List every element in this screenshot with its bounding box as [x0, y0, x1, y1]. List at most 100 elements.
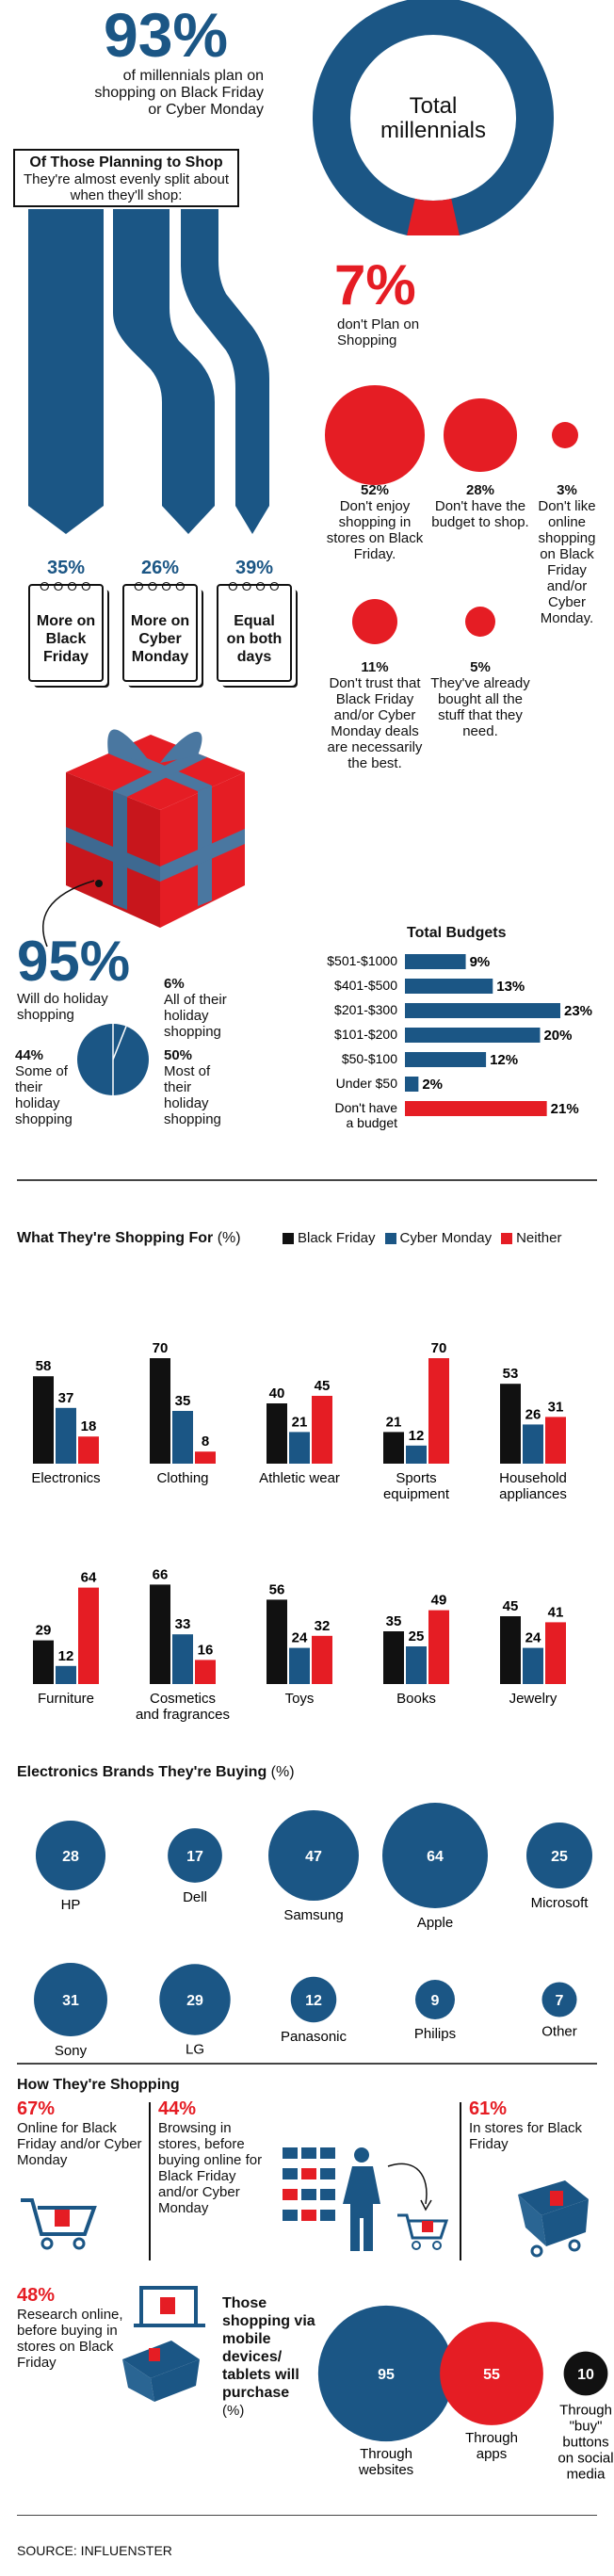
- mobile-category-label: Through websites: [358, 2446, 413, 2478]
- how-title: How They're Shopping: [17, 2077, 180, 2093]
- shopping-value-label: 29: [36, 1623, 52, 1639]
- mobile-value-label: 95: [378, 2367, 395, 2383]
- budget-bar: [405, 1077, 419, 1092]
- mobile-category-label: Through "buy" buttons on social media: [557, 2402, 613, 2482]
- shopping-category-label: Athletic wear: [259, 1470, 340, 1486]
- pie-label-some-text: Some of their holiday shopping: [15, 1063, 73, 1127]
- mobile-unit: (%): [222, 2403, 245, 2419]
- legend-black-friday: Black Friday: [283, 1230, 376, 1246]
- timing-subheading: They're almost evenly split about when t…: [24, 171, 229, 203]
- reason-label: Don't like online shopping on Black Frid…: [538, 498, 596, 626]
- brand-bubble: [290, 1976, 337, 2023]
- legend-swatch: [384, 1232, 396, 1244]
- reason-label: Don't enjoy shopping in stores on Black …: [326, 498, 424, 562]
- budget-bar: [405, 954, 466, 969]
- calendar-label: More on Cyber Monday: [130, 613, 190, 665]
- brand-name-label: Philips: [414, 2026, 456, 2042]
- brand-value-label: 7: [556, 1993, 564, 2009]
- shopping-bar: [33, 1640, 54, 1684]
- pie-label-some-pct: 44%: [15, 1047, 44, 1063]
- brand-bubble: [268, 1810, 359, 1901]
- shopping-value-label: 18: [81, 1418, 97, 1434]
- shopping-bar: [172, 1411, 193, 1464]
- budget-bar: [405, 1052, 487, 1067]
- calendar-rings-icon: ⵔⵔⵔⵔ: [134, 580, 189, 593]
- legend-label: Neither: [516, 1230, 562, 1246]
- budget-category-label: Under $50: [336, 1076, 398, 1091]
- how-online-pct: 67%: [17, 2098, 56, 2119]
- shopping-value-label: 26: [525, 1406, 541, 1422]
- shopping-legend: Black Friday Cyber Monday Neither: [283, 1230, 561, 1246]
- shopping-bar: [267, 1599, 287, 1684]
- reason-bubble: [325, 385, 425, 485]
- divider-vertical: [149, 2102, 151, 2260]
- brand-value-label: 64: [427, 1849, 444, 1865]
- shopping-value-label: 16: [198, 1642, 214, 1658]
- shopping-value-label: 25: [409, 1628, 425, 1644]
- brands-title-text: Electronics Brands They're Buying: [17, 1764, 267, 1780]
- source-note: SOURCE: INFLUENSTER: [17, 2543, 172, 2558]
- mobile-bubble: [563, 2351, 608, 2396]
- hero-text: of millennials plan on shopping on Black…: [94, 68, 264, 118]
- shopping-value-label: 37: [58, 1390, 74, 1406]
- brand-name-label: Other: [541, 2024, 577, 2040]
- holiday-percent: 95%: [17, 930, 131, 993]
- shopping-value-label: 70: [431, 1340, 447, 1356]
- budget-category-label: $101-$200: [334, 1027, 397, 1042]
- budgets-title: Total Budgets: [407, 925, 507, 941]
- shopping-value-label: 24: [292, 1630, 308, 1646]
- shopping-bar: [78, 1587, 99, 1684]
- gift-box-icon: [66, 729, 245, 928]
- mobile-title: Those shopping via mobile devices/ table…: [222, 2294, 326, 2420]
- shopping-bar: [500, 1616, 521, 1684]
- brand-bubble: [159, 1964, 231, 2035]
- not-plan-percent: 7%: [334, 253, 416, 316]
- brand-value-label: 28: [62, 1849, 79, 1865]
- shopping-category-label: Furniture: [38, 1691, 94, 1707]
- pie-label-some: 44% Some of their holiday shopping: [15, 1047, 81, 1127]
- budget-category-label: Don't have a budget: [335, 1100, 398, 1130]
- how-browsing-text: Browsing in stores, before buying online…: [158, 2120, 263, 2216]
- reason-pct: 3%: [557, 482, 577, 498]
- budget-category-label: $501-$1000: [327, 953, 397, 968]
- shopping-bar: [289, 1432, 310, 1464]
- store-cart-icon: [518, 2180, 589, 2258]
- brand-name-label: Microsoft: [531, 1895, 590, 1911]
- brand-value-label: 25: [551, 1849, 568, 1865]
- brand-bubble: [34, 1963, 107, 2036]
- timing-heading: Of Those Planning to Shop: [29, 154, 223, 170]
- mobile-bubble: [317, 2305, 455, 2442]
- shopping-value-label: 70: [153, 1340, 169, 1356]
- legend-swatch: [283, 1232, 294, 1244]
- shopping-category-label: Household appliances: [499, 1470, 567, 1502]
- shopping-value-label: 58: [36, 1358, 52, 1374]
- brand-name-label: Apple: [417, 1915, 453, 1931]
- reason-label: They've already bought all the stuff tha…: [430, 675, 530, 739]
- shopping-value-label: 21: [292, 1414, 308, 1430]
- shopping-bar: [56, 1407, 76, 1464]
- budget-bar: [405, 1101, 547, 1116]
- budget-category-label: $50-$100: [342, 1051, 397, 1066]
- brand-value-label: 12: [305, 1993, 322, 2009]
- timing-heading-box: Of Those Planning to Shop They're almost…: [13, 149, 239, 207]
- shopping-bar: [545, 1622, 566, 1684]
- brand-value-label: 47: [305, 1849, 322, 1865]
- timing-path-equal: [181, 209, 269, 534]
- shelf-shopper-icon: [283, 2147, 449, 2251]
- brands-unit: (%): [270, 1764, 295, 1780]
- reason-text: 5% They've already bought all the stuff t…: [426, 659, 535, 739]
- budget-value-label: 12%: [490, 1052, 518, 1068]
- shopping-value-label: 66: [153, 1566, 169, 1582]
- shopping-value-label: 56: [269, 1581, 285, 1597]
- pie-label-all-text: All of their holiday shopping: [164, 992, 227, 1040]
- reason-text: 11% Don't trust that Black Friday and/or …: [320, 659, 429, 771]
- shopping-for-title: What They're Shopping For (%): [17, 1230, 241, 1247]
- shopping-bar: [523, 1647, 543, 1684]
- reason-pct: 52%: [360, 482, 390, 498]
- how-in-stores-pct: 61%: [469, 2098, 508, 2119]
- shopping-value-label: 45: [503, 1598, 519, 1614]
- shopping-value-label: 35: [175, 1393, 191, 1409]
- shopping-value-label: 53: [503, 1366, 519, 1382]
- legend-neither: Neither: [501, 1230, 561, 1246]
- divider-vertical: [460, 2102, 461, 2260]
